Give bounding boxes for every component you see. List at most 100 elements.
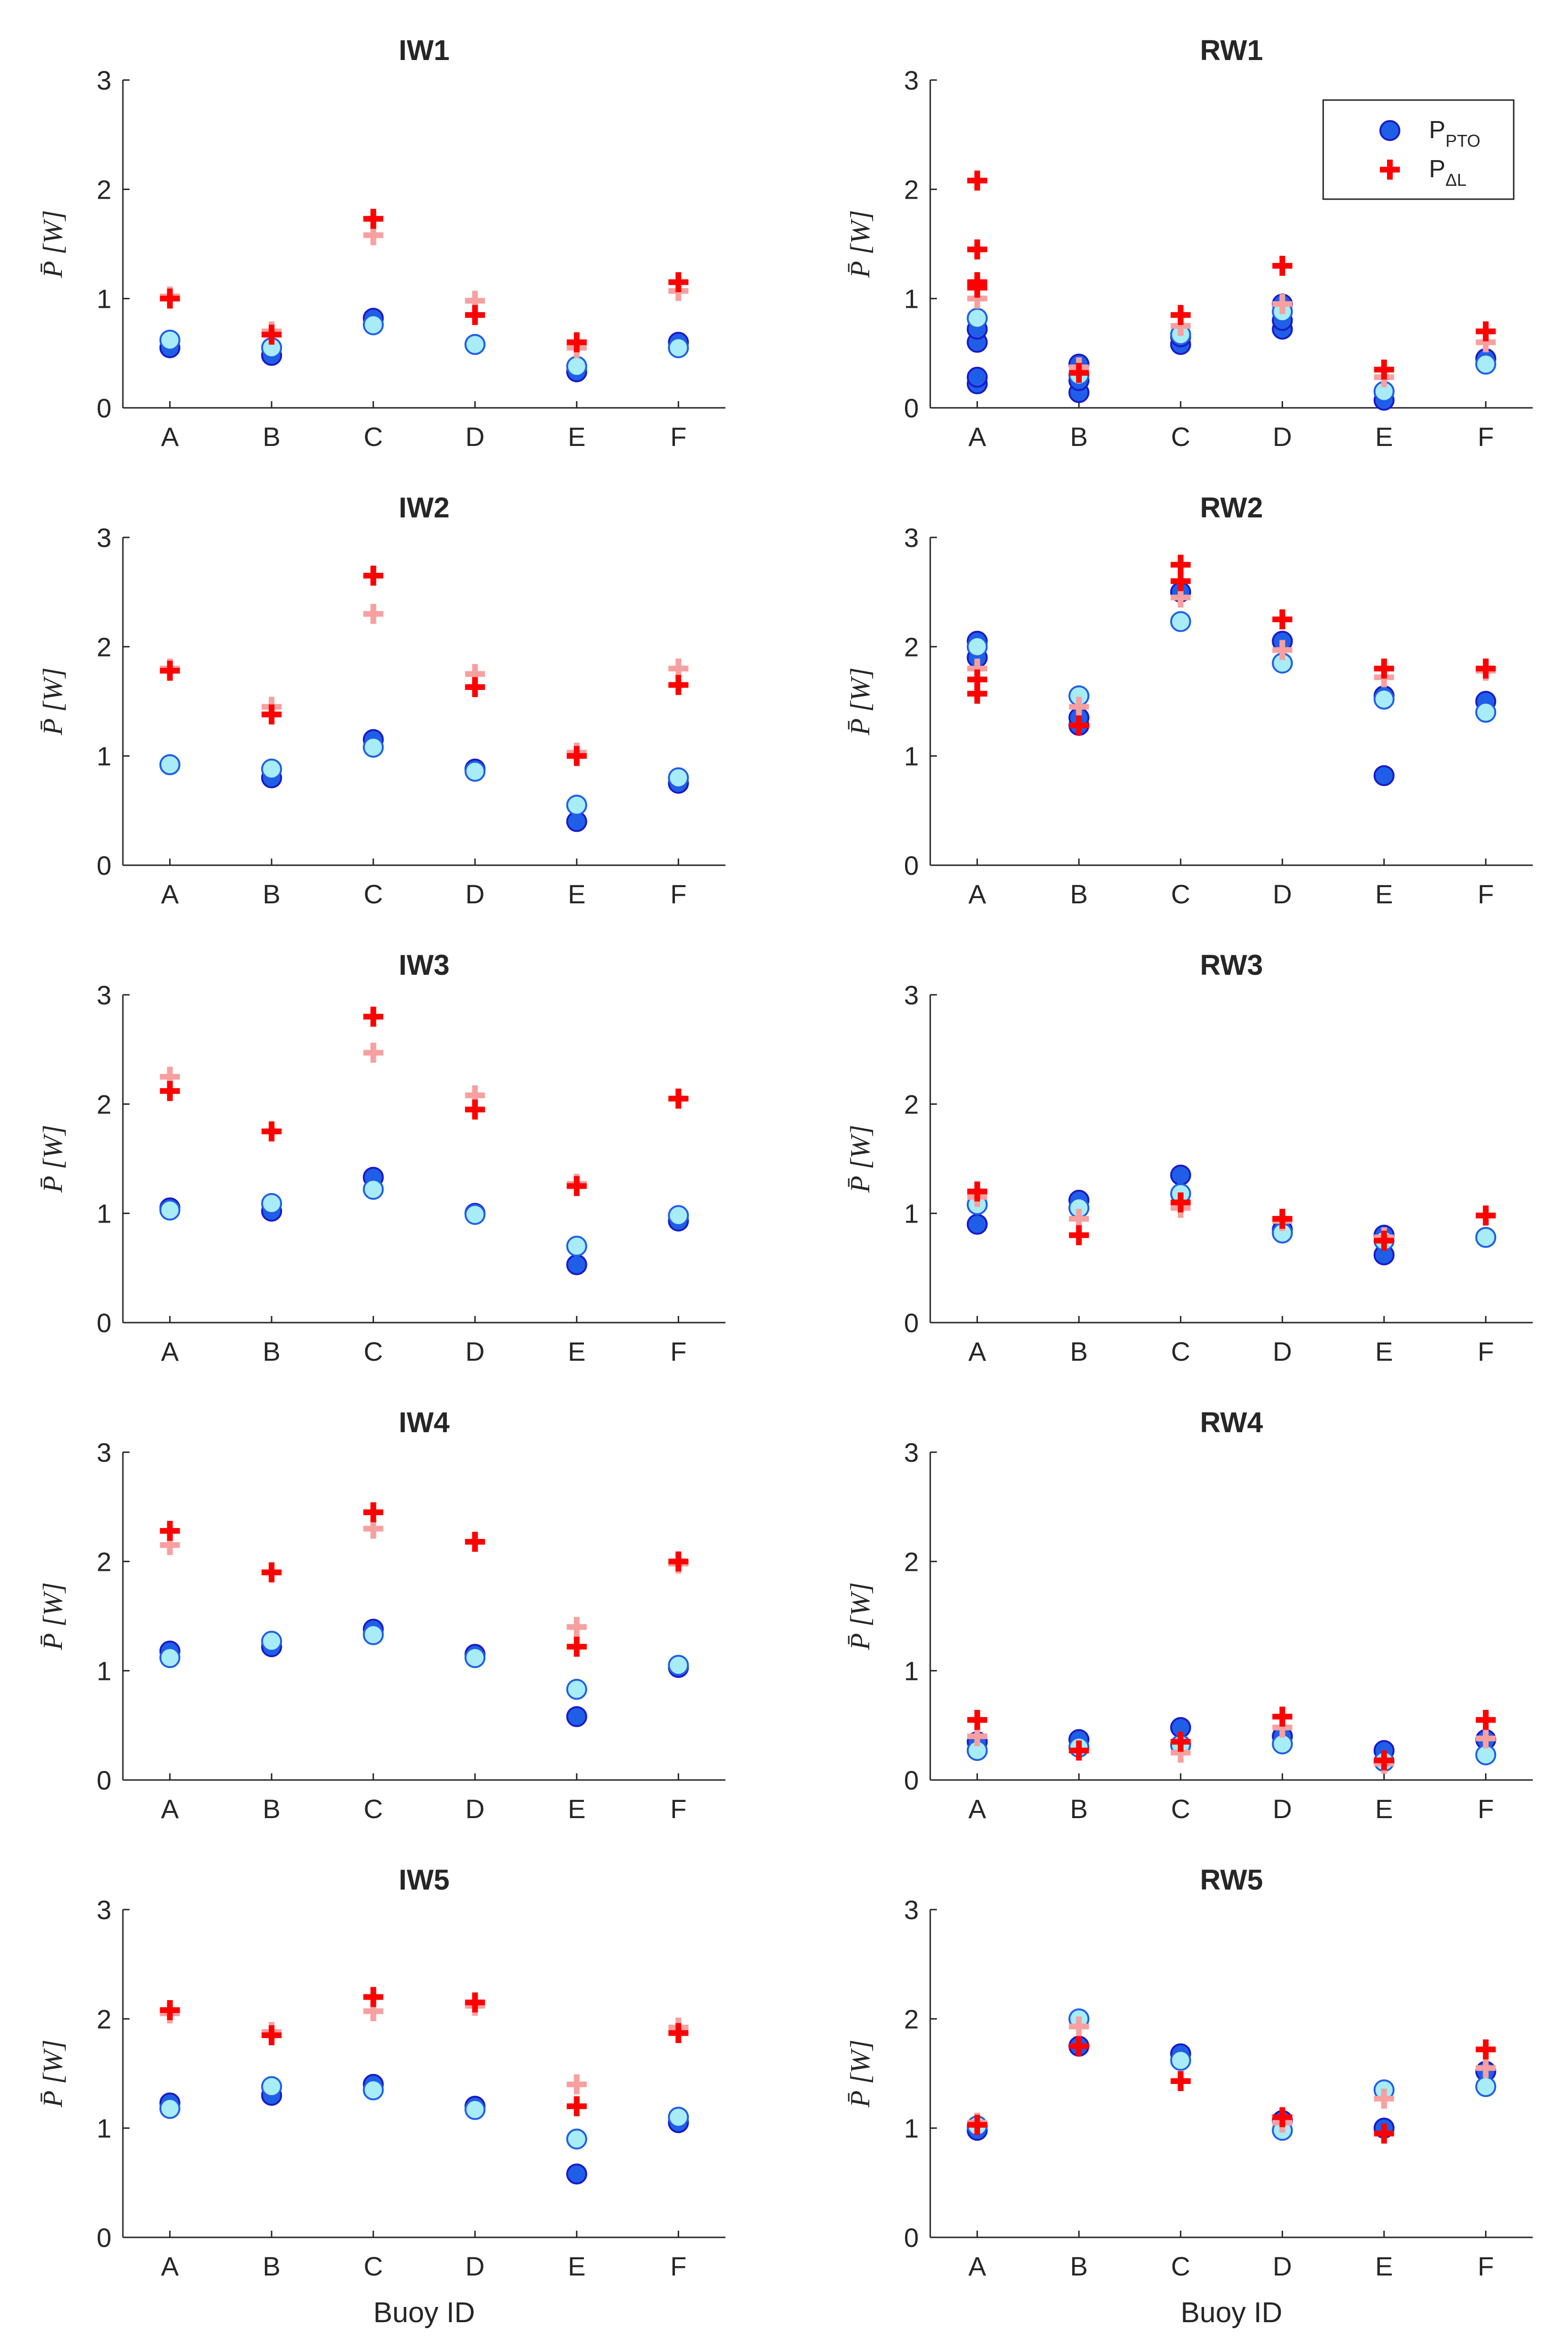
point-delta-l-dark [1272, 2107, 1293, 2127]
point-pto-light [566, 1235, 587, 1257]
point-pto-light [566, 355, 587, 377]
point-pto-light [464, 2099, 486, 2120]
x-tick-label: F [670, 1336, 686, 1366]
y-axis-label: P̄ [W] [37, 1125, 68, 1193]
point-pto-dark [966, 366, 988, 388]
point-pto-light [159, 2098, 181, 2119]
point-delta-l-light [1476, 1728, 1496, 1749]
point-delta-l-dark [261, 324, 282, 345]
x-tick-label: C [1171, 2251, 1190, 2281]
point-delta-l-light [566, 1617, 587, 1637]
x-tick-label: E [1375, 2251, 1393, 2281]
point-pto-light [668, 2106, 689, 2128]
x-tick-label: B [1070, 1794, 1088, 1824]
panel-rw3: RW3 0 1 2 3 A B C D E F P̄ [W] [844, 949, 1533, 1366]
panel-iw4: IW4 0 1 2 3 A B C D E F P̄ [W] [37, 1406, 725, 1824]
point-pto-light [966, 307, 988, 329]
x-tick-label: E [568, 2251, 585, 2281]
point-pto-light [1373, 688, 1395, 710]
point-delta-l-dark [160, 1521, 180, 1541]
x-tick-label: B [1070, 1336, 1088, 1366]
x-tick-label: C [364, 422, 383, 452]
point-delta-l-dark [465, 305, 485, 325]
point-delta-l-dark [668, 1551, 689, 1572]
y-axis-label: P̄ [W] [844, 2040, 875, 2108]
point-pto-light [159, 329, 181, 351]
legend-plus [1380, 160, 1400, 180]
point-delta-l-dark [160, 660, 180, 681]
y-tick-label: 0 [904, 1765, 919, 1795]
x-tick-label: A [161, 1336, 179, 1366]
point-delta-l-light [363, 1042, 383, 1063]
point-pto-light [464, 760, 486, 782]
x-tick-label: E [1375, 879, 1393, 909]
point-delta-l-light [363, 604, 383, 624]
point-delta-l-dark [1476, 321, 1496, 342]
y-tick-label: 0 [97, 2223, 111, 2253]
x-tick-label: F [670, 1794, 686, 1824]
point-pto-light [1170, 611, 1191, 632]
y-tick-label: 1 [904, 1656, 919, 1686]
point-pto-light [566, 1679, 587, 1700]
point-delta-l-dark [160, 1081, 180, 1101]
point-delta-l-dark [261, 2025, 282, 2045]
panel-title: RW3 [1200, 949, 1263, 981]
point-delta-l-dark [1374, 359, 1394, 380]
x-tick-label: C [364, 1336, 383, 1366]
point-pto-light [261, 2076, 282, 2097]
point-pto-light [362, 1624, 384, 1645]
y-tick-label: 2 [904, 632, 919, 662]
x-tick-label: D [465, 879, 484, 909]
point-pto-light [362, 1179, 384, 1200]
y-tick-label: 1 [97, 2114, 111, 2144]
point-delta-l-dark [1069, 2036, 1089, 2056]
x-tick-label: B [263, 1794, 281, 1824]
x-tick-label: E [568, 879, 585, 909]
legend-marker-pto [1379, 120, 1400, 141]
point-pto-light [159, 1199, 181, 1221]
panel-iw1: IW1 0 1 2 3 A B C D E F P̄ [W] [37, 34, 725, 452]
point-delta-l-dark [363, 1502, 383, 1523]
y-tick-label: 1 [904, 2114, 919, 2144]
x-tick-label: D [1273, 1794, 1292, 1824]
x-tick-label: F [670, 879, 686, 909]
legend-label-pto-main: P [1429, 116, 1446, 144]
y-tick-label: 1 [904, 1199, 919, 1229]
y-axis-label: P̄ [W] [844, 667, 875, 736]
y-tick-label: 3 [904, 1895, 919, 1925]
point-pto-dark [566, 1706, 587, 1727]
x-tick-label: B [263, 422, 281, 452]
point-delta-l-dark [566, 1176, 587, 1196]
x-axis-labels: Buoy ID Buoy ID [373, 2296, 1282, 2328]
point-delta-l-dark [1272, 1209, 1293, 1229]
y-tick-label: 1 [904, 284, 919, 314]
point-delta-l-dark [967, 2114, 987, 2135]
point-delta-l-dark [668, 1088, 689, 1109]
x-tick-label: D [1273, 879, 1292, 909]
x-tick-label: C [1171, 879, 1190, 909]
point-pto-light [261, 758, 282, 780]
point-delta-l-dark [465, 1992, 485, 2012]
y-tick-label: 2 [97, 174, 111, 204]
point-pto-light [668, 767, 689, 789]
point-delta-l-dark [1272, 609, 1293, 629]
legend: PPTO PΔL [1322, 99, 1515, 200]
x-tick-label: B [263, 879, 281, 909]
point-pto-dark [566, 2163, 587, 2184]
point-pto-light [159, 754, 181, 776]
panel-title: IW2 [399, 492, 450, 524]
y-axis-label: P̄ [W] [844, 1582, 875, 1650]
point-delta-l-dark [160, 288, 180, 309]
x-tick-label: F [1478, 2251, 1494, 2281]
point-delta-l-dark [1170, 1731, 1191, 1752]
panel-rw4: RW4 0 1 2 3 A B C D E F P̄ [W] [844, 1406, 1533, 1824]
y-tick-label: 3 [904, 1437, 919, 1467]
panel-title: RW2 [1200, 492, 1263, 524]
point-pto-light [362, 314, 384, 335]
panel-title: IW5 [399, 1864, 450, 1896]
y-tick-label: 0 [904, 1308, 919, 1338]
y-tick-label: 1 [97, 284, 111, 314]
point-delta-l-dark [566, 332, 587, 353]
